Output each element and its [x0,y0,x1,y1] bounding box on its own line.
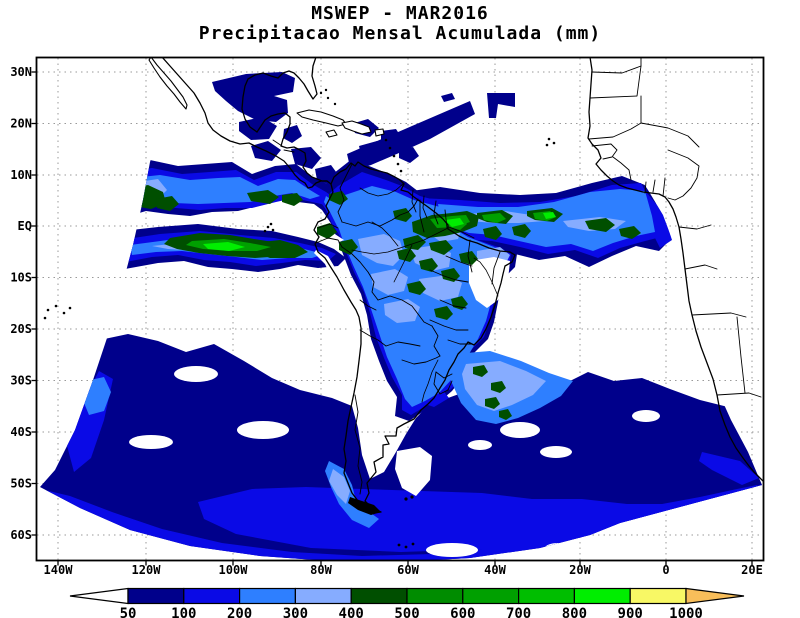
lat-label: 20N [10,117,32,131]
colorbar-left-arrow [69,587,129,605]
colorbar-segment [573,587,631,605]
colorbar-segment [629,587,687,605]
lon-label: 60W [397,563,419,577]
lat-label: 30S [10,374,32,388]
colorbar-segment [183,587,241,605]
cuba [296,109,347,127]
lat-label: EQ [18,219,32,233]
jamaica [325,129,338,138]
coastline-layer [43,58,763,549]
colorbar-tick: 1000 [669,606,703,618]
small-islands [43,88,556,549]
baja-california [148,58,188,110]
colorbar-segment [462,587,520,605]
south-america-coast [313,161,516,514]
axis-ticks [31,71,753,566]
colorbar-segment [127,587,185,605]
colorbar-tick: 600 [450,606,475,618]
colorbar-tick: 800 [562,606,587,618]
yucatan-caribbean-coast [256,112,328,182]
chart-subtitle: Precipitacao Mensal Acumulada (mm) [198,23,602,44]
lon-axis-labels: 140W 120W 100W 80W 60W 40W 20W 0 20E [44,563,763,577]
gulf-of-mexico-coast [241,58,318,133]
dry-areas [129,215,660,557]
map-frame [35,56,765,562]
colorbar-tick: 100 [171,606,196,618]
lon-label: 80W [310,563,332,577]
lat-label: 50S [10,477,32,491]
rivers [351,182,499,403]
lat-label: 30N [10,65,32,79]
lon-label: 20E [741,563,763,577]
colorbar-tick: 900 [618,606,643,618]
colorbar-segment [294,587,352,605]
lon-label: 20W [569,563,591,577]
lon-label: 100W [219,563,249,577]
colorbar-tick: 200 [227,606,252,618]
colorbar-segment [350,587,408,605]
colorbar: 50 100 200 300 400 500 600 700 800 900 1… [69,587,745,618]
lat-axis-labels: 30N 20N 10N EQ 10S 20S 30S 40S 50S 60S [10,65,32,542]
colorbar-segment [517,587,575,605]
south-america-borders [272,139,501,495]
colorbar-segment [406,587,464,605]
puerto-rico [374,128,385,137]
lat-label: 20S [10,322,32,336]
north-america-pacific-coast [162,58,332,189]
lat-label: 10N [10,168,32,182]
colorbar-right-arrow [685,587,745,605]
hispaniola [341,120,372,135]
lat-label: 60S [10,528,32,542]
colorbar-tick: 500 [394,606,419,618]
africa-borders [588,58,762,398]
colorbar-tick: 400 [339,606,364,618]
lat-label: 40S [10,425,32,439]
colorbar-segment [239,587,297,605]
precip-field [40,72,762,560]
colorbar-tick: 50 [120,606,137,618]
lon-label: 40W [484,563,506,577]
lon-label: 120W [132,563,162,577]
lon-label: 0 [662,563,669,577]
colorbar-tick: 700 [506,606,531,618]
lat-label: 10S [10,271,32,285]
lon-label: 140W [44,563,74,577]
chart-title: MSWEP - MAR2016 [311,3,489,24]
colorbar-tick: 300 [283,606,308,618]
precip-level-800-900 [203,212,556,251]
